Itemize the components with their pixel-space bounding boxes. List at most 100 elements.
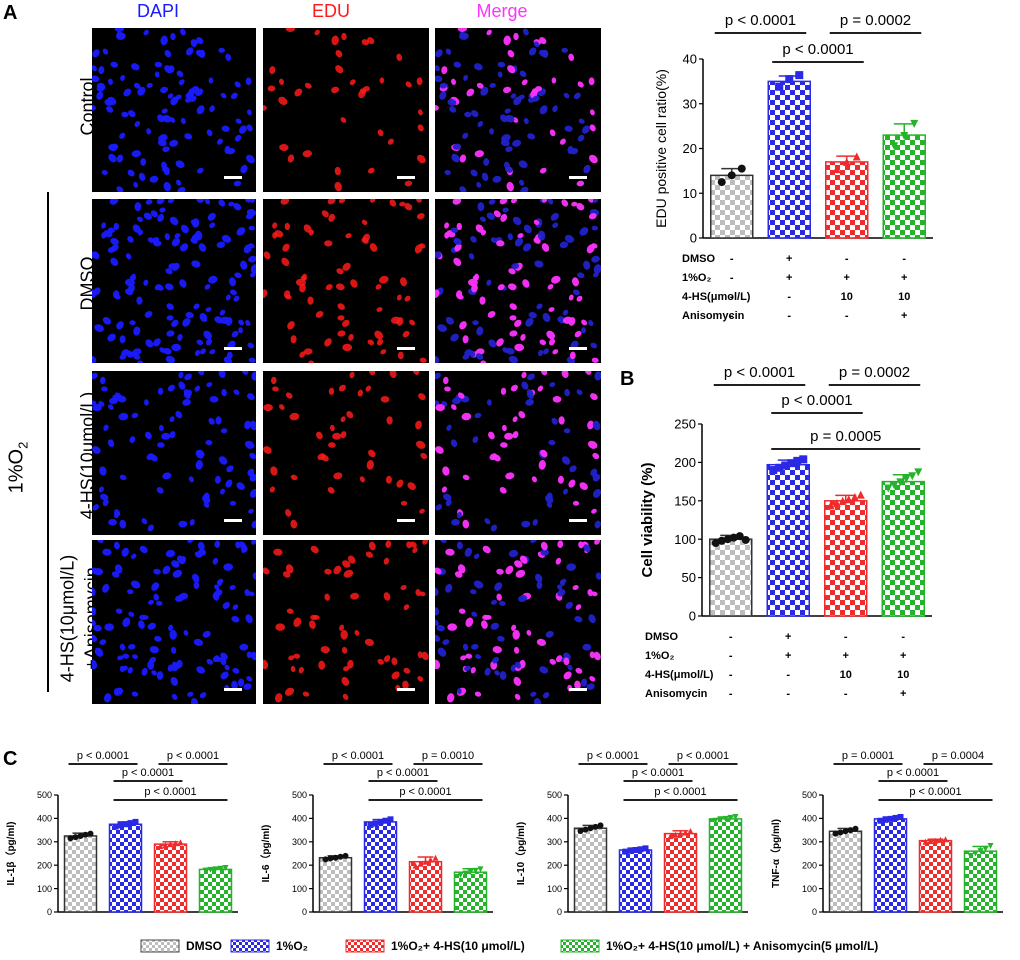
nucleus (102, 316, 111, 325)
scale-bar (397, 347, 415, 350)
nucleus (515, 569, 526, 578)
nucleus (164, 283, 174, 291)
nucleus (445, 48, 452, 55)
nucleus (576, 203, 585, 211)
data-point (967, 852, 974, 859)
nucleus (171, 560, 180, 568)
condition-value: - (786, 688, 790, 700)
data-point (477, 866, 484, 873)
nucleus (594, 540, 601, 545)
bar (618, 849, 653, 913)
legend-item-hypoxia: 1%O₂ (230, 939, 308, 953)
nucleus (545, 495, 554, 504)
nucleus (172, 661, 178, 669)
micrograph-canvas (435, 371, 601, 532)
nucleus (456, 511, 462, 519)
nucleus (457, 392, 465, 399)
nucleus (110, 237, 119, 245)
nucleus (572, 277, 579, 287)
nucleus (450, 439, 458, 448)
nucleus (403, 604, 410, 611)
nucleus (518, 595, 528, 602)
nucleus (452, 199, 462, 205)
nucleus (563, 657, 570, 666)
nucleus (113, 541, 120, 550)
condition-row-label: 4-HS(μmol/L) (645, 669, 714, 681)
bar (767, 80, 811, 239)
nucleus (512, 431, 519, 439)
nucleus (250, 199, 256, 203)
nucleus (130, 553, 137, 559)
nucleus (285, 28, 296, 33)
data-point (342, 852, 349, 859)
data-point (842, 157, 851, 166)
nucleus (205, 439, 213, 446)
nucleus (486, 279, 492, 286)
nucleus (545, 630, 554, 638)
nucleus (446, 424, 452, 431)
chart-edu-positive-ratio: 0 10 20 30 40 EDU positive cell ratio(%) p < 0… (653, 12, 933, 322)
nucleus (240, 164, 248, 174)
data-point (377, 818, 384, 825)
nucleus (386, 416, 393, 425)
nucleus (587, 440, 598, 449)
nucleus (404, 295, 411, 302)
nucleus (479, 296, 486, 305)
bar (318, 856, 353, 913)
nucleus (412, 371, 420, 375)
bar (710, 174, 754, 239)
data-point (162, 842, 169, 849)
nucleus (290, 335, 297, 344)
nucleus (341, 32, 347, 41)
nucleus (474, 150, 484, 158)
nucleus (143, 399, 149, 406)
data-point (896, 478, 905, 487)
nucleus (500, 213, 508, 222)
y-tick-label: 300 (802, 837, 817, 847)
nucleus (576, 180, 585, 187)
nucleus (150, 210, 158, 218)
legend-swatch-green (560, 939, 600, 953)
nucleus (335, 49, 343, 58)
condition-value: - (730, 253, 734, 265)
nucleus (561, 371, 569, 379)
nucleus (435, 289, 440, 299)
nucleus (400, 277, 407, 287)
y-tick-label: 250 (674, 417, 696, 432)
nucleus (153, 240, 162, 247)
data-point (884, 484, 893, 493)
nucleus (447, 623, 458, 631)
y-tick-label: 400 (547, 814, 562, 824)
nucleus (417, 676, 424, 682)
micrograph-dapi-row-1 (92, 28, 256, 192)
nucleus (369, 243, 378, 252)
y-tick-label: 200 (802, 860, 817, 870)
nucleus (349, 79, 356, 86)
nucleus (435, 372, 441, 380)
nucleus (279, 404, 285, 410)
p-value-label: p < 0.0001 (399, 786, 451, 798)
nucleus (183, 389, 191, 396)
y-tick-label: 300 (547, 837, 562, 847)
data-point (842, 828, 849, 835)
nucleus (589, 109, 595, 116)
nucleus (591, 243, 598, 249)
legend-label-hypoxia: 1%O₂ (276, 939, 309, 953)
legend-swatch-blue (230, 939, 270, 953)
nucleus (165, 268, 173, 275)
nucleus (504, 108, 511, 114)
condition-value: + (786, 253, 792, 265)
nucleus (435, 587, 439, 596)
condition-value: - (729, 669, 733, 681)
nucleus (249, 420, 256, 431)
nucleus (245, 320, 251, 326)
nucleus (507, 49, 515, 58)
nucleus (582, 125, 590, 134)
nucleus (198, 199, 205, 203)
nucleus (101, 222, 107, 229)
p-value-label: p < 0.0001 (781, 392, 852, 409)
data-point (723, 535, 732, 544)
nucleus (335, 283, 345, 291)
bar (453, 871, 488, 913)
data-point (132, 818, 139, 825)
